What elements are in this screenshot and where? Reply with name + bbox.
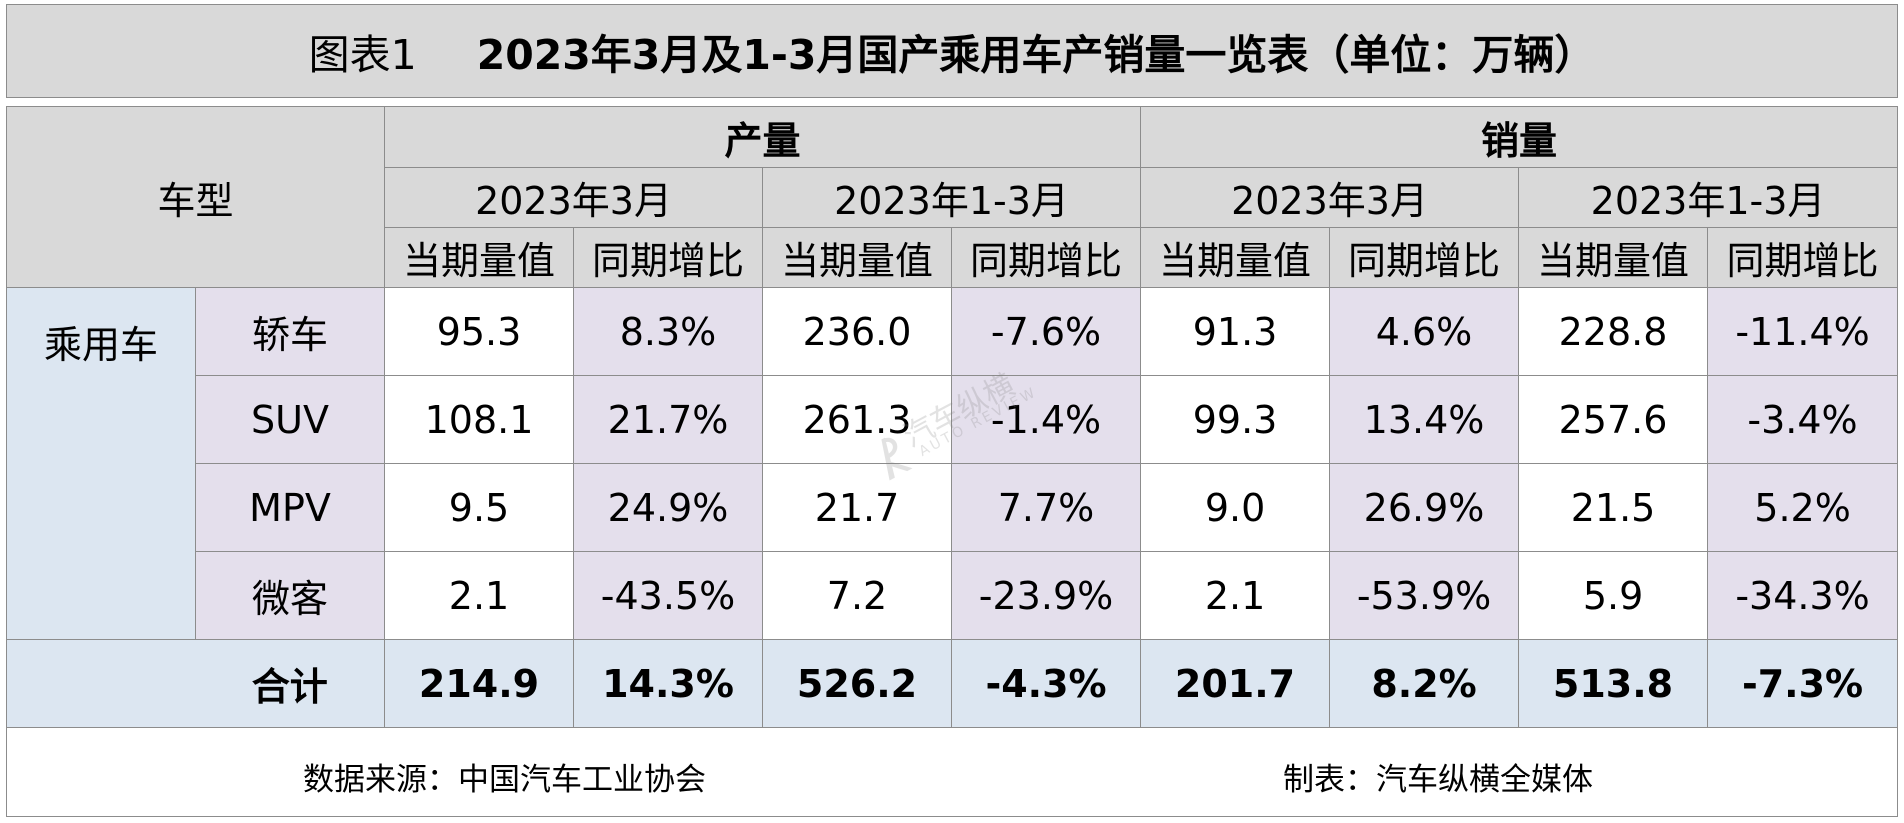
header-metric: 同期增比 [573, 227, 764, 288]
report-frame: 图表1 2023年3月及1-3月国产乘用车产销量一览表（单位：万辆） 车型 产量… [5, 4, 1899, 817]
total-cell: 513.8 [1518, 639, 1709, 728]
category-cell: 乘用车 [6, 287, 196, 640]
table-cell: 261.3 [762, 375, 953, 464]
header-period-sales-month: 2023年3月 [1140, 167, 1520, 228]
table-cell: 21.7% [573, 375, 764, 464]
total-cell: 201.7 [1140, 639, 1331, 728]
table-cell: -11.4% [1707, 287, 1899, 376]
table-cell: -43.5% [573, 551, 764, 640]
header-period-prod-ytd: 2023年1-3月 [762, 167, 1142, 228]
header-sales: 销量 [1140, 106, 1899, 168]
total-cell: 526.2 [762, 639, 953, 728]
header-vehicle-type: 车型 [5, 106, 386, 288]
table-cell: 9.5 [384, 463, 575, 552]
table-cell: 8.3% [573, 287, 764, 376]
table-row: SUV 108.1 21.7% 261.3 -1.4% 99.3 13.4% 2… [7, 375, 1899, 464]
table-cell: 257.6 [1518, 375, 1709, 464]
production-sales-table: 车型 产量 销量 2023年3月 2023年1-3月 2023年3月 2023年… [5, 106, 1899, 728]
table-cell: 236.0 [762, 287, 953, 376]
header-production: 产量 [384, 106, 1142, 168]
figure-label: 图表1 [308, 31, 417, 79]
table-cell: 5.9 [1518, 551, 1709, 640]
header-metric: 同期增比 [1707, 227, 1899, 288]
table-cell: -1.4% [951, 375, 1142, 464]
footer: 数据来源：中国汽车工业协会 制表：汽车纵横全媒体 [6, 728, 1898, 817]
header-period-prod-month: 2023年3月 [384, 167, 764, 228]
table-cell: 24.9% [573, 463, 764, 552]
total-cell: 14.3% [573, 639, 764, 728]
table-cell: 108.1 [384, 375, 575, 464]
table-cell: 5.2% [1707, 463, 1899, 552]
table-cell: 99.3 [1140, 375, 1331, 464]
row-name: SUV [194, 375, 386, 464]
table-cell: 13.4% [1329, 375, 1520, 464]
table-cell: 91.3 [1140, 287, 1331, 376]
table-cell: 95.3 [384, 287, 575, 376]
table-maker: 制表：汽车纵横全媒体 [1283, 762, 1593, 798]
total-spacer [6, 639, 196, 728]
total-cell: 214.9 [384, 639, 575, 728]
header-metric: 同期增比 [1329, 227, 1520, 288]
header-period-sales-ytd: 2023年1-3月 [1518, 167, 1899, 228]
table-row: 微客 2.1 -43.5% 7.2 -23.9% 2.1 -53.9% 5.9 … [7, 551, 1899, 640]
table-cell: 26.9% [1329, 463, 1520, 552]
header-metric: 当期量值 [1518, 227, 1709, 288]
table-title: 2023年3月及1-3月国产乘用车产销量一览表（单位：万辆） [476, 31, 1596, 79]
table-cell: 2.1 [384, 551, 575, 640]
table-row: MPV 9.5 24.9% 21.7 7.7% 9.0 26.9% 21.5 5… [7, 463, 1899, 552]
total-cell: -7.3% [1707, 639, 1899, 728]
table-row: 乘用车 轿车 95.3 8.3% 236.0 -7.6% 91.3 4.6% 2… [6, 287, 1899, 640]
table-cell: 21.5 [1518, 463, 1709, 552]
table-cell: 228.8 [1518, 287, 1709, 376]
table-cell: 7.7% [951, 463, 1142, 552]
total-cell: 8.2% [1329, 639, 1520, 728]
total-cell: -4.3% [951, 639, 1142, 728]
table-cell: 9.0 [1140, 463, 1331, 552]
table-cell: -53.9% [1329, 551, 1520, 640]
total-label: 合计 [195, 639, 386, 728]
header-metric: 当期量值 [384, 227, 575, 288]
data-source: 数据来源：中国汽车工业协会 [303, 762, 706, 798]
header-metric: 当期量值 [1140, 227, 1331, 288]
table-cell: 4.6% [1329, 287, 1520, 376]
table-cell: -3.4% [1707, 375, 1899, 464]
table-cell: 7.2 [762, 551, 953, 640]
table-cell: -7.6% [951, 287, 1142, 376]
table-cell: 2.1 [1140, 551, 1331, 640]
total-row: 合计 214.9 14.3% 526.2 -4.3% 201.7 8.2% 51… [6, 639, 1899, 728]
table-cell: -23.9% [951, 551, 1142, 640]
row-name: MPV [194, 463, 386, 552]
title-bar: 图表1 2023年3月及1-3月国产乘用车产销量一览表（单位：万辆） [6, 4, 1898, 98]
header-metric: 同期增比 [951, 227, 1142, 288]
row-name: 微客 [194, 551, 386, 640]
table-cell: -34.3% [1707, 551, 1899, 640]
table-cell: 21.7 [762, 463, 953, 552]
header-metric: 当期量值 [762, 227, 953, 288]
row-name: 轿车 [194, 287, 386, 376]
